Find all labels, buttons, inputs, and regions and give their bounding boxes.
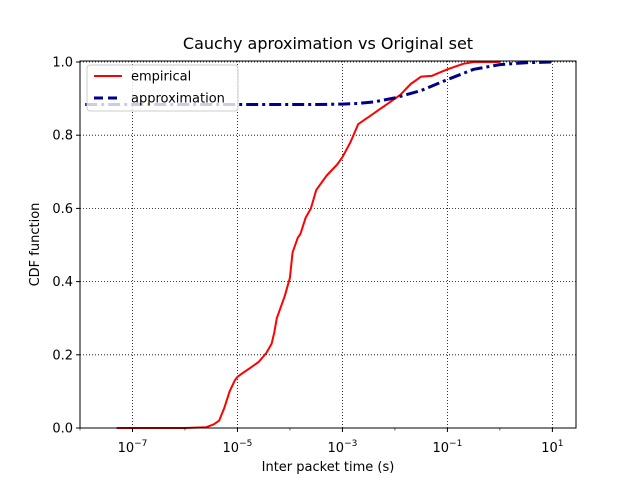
grid-lines: [80, 61, 576, 429]
x-tick-base: 10: [432, 441, 449, 456]
plot-area: 10−7 10−5 10−3 10−1 101 0.00.20.40.60.81.0: [52, 56, 577, 456]
chart-title: Cauchy aproximation vs Original set: [183, 34, 473, 53]
x-tick-base: 10: [118, 441, 135, 456]
x-axis-label: Inter packet time (s): [262, 460, 395, 475]
y-tick-label: 0.2: [52, 348, 73, 363]
y-tick-label: 0.0: [52, 422, 73, 437]
x-tick-base: 10: [223, 441, 240, 456]
y-axis-ticks: 0.0 0.2 0.4 0.6 0.8 1.0: [52, 56, 80, 437]
x-tick-exponent: −5: [239, 439, 252, 449]
legend-label-approximation: approximation: [131, 92, 225, 107]
legend-box: [86, 64, 239, 112]
y-tick-label: 0.4: [52, 275, 73, 290]
x-tick-label: 10−3: [328, 439, 358, 456]
series-line-empirical: [116, 61, 500, 429]
x-tick-base: 10: [541, 441, 558, 456]
plot-background: [80, 61, 576, 428]
x-tick-exponent: −7: [134, 439, 147, 449]
x-tick-label: 10−1: [432, 439, 462, 456]
x-tick-label: 101: [541, 439, 563, 456]
x-tick-label: 10−5: [223, 439, 253, 456]
x-tick-label: 10−7: [118, 439, 148, 456]
x-axis-ticks: 10−7 10−5 10−3 10−1 101: [79, 428, 564, 456]
x-tick-exponent: −1: [449, 439, 462, 449]
x-tick-exponent: 1: [558, 439, 564, 449]
y-axis-label: CDF function: [28, 203, 43, 287]
legend: empirical approximation: [86, 64, 239, 112]
plot-frame: [79, 60, 577, 429]
y-tick-label: 0.8: [52, 129, 73, 144]
x-tick-exponent: −3: [344, 439, 357, 449]
legend-label-empirical: empirical: [131, 70, 191, 85]
x-tick-base: 10: [328, 441, 345, 456]
y-tick-label: 1.0: [52, 56, 73, 71]
y-tick-label: 0.6: [52, 202, 73, 217]
